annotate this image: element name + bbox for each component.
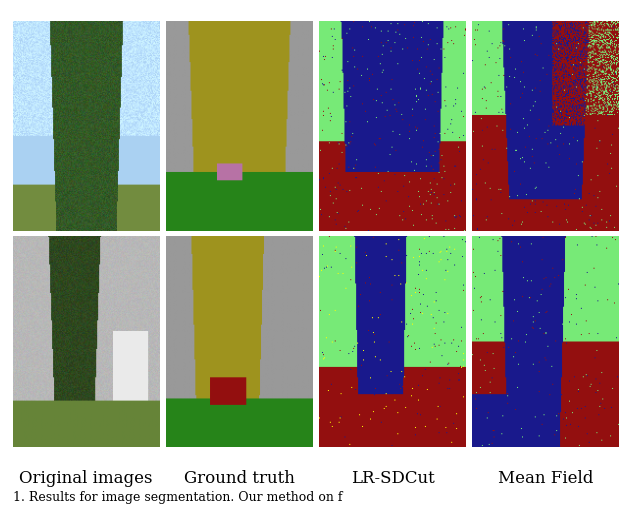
Text: Ground truth: Ground truth xyxy=(184,469,295,487)
Text: 1. Results for image segmentation. Our method on f: 1. Results for image segmentation. Our m… xyxy=(13,491,342,504)
Text: LR-SDCut: LR-SDCut xyxy=(351,469,435,487)
Text: Mean Field: Mean Field xyxy=(498,469,593,487)
Text: Original images: Original images xyxy=(20,469,153,487)
